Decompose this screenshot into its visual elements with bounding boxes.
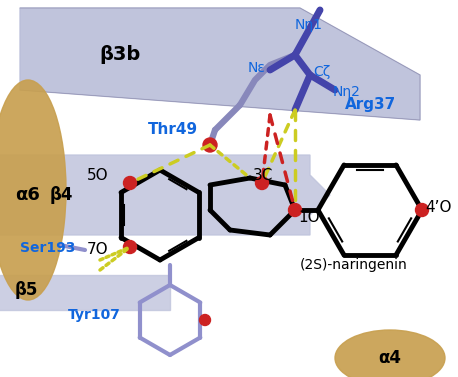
Text: β3b: β3b: [99, 46, 141, 64]
Text: Thr49: Thr49: [148, 123, 198, 138]
Circle shape: [289, 204, 301, 216]
Text: Nε: Nε: [248, 61, 266, 75]
Text: 5O: 5O: [87, 167, 108, 182]
Polygon shape: [0, 155, 330, 235]
Text: α6: α6: [16, 186, 40, 204]
Text: β4: β4: [50, 186, 73, 204]
Text: β5: β5: [15, 281, 38, 299]
Circle shape: [415, 204, 429, 216]
Text: (2S)-naringenin: (2S)-naringenin: [300, 258, 408, 272]
Circle shape: [200, 314, 211, 325]
Circle shape: [203, 138, 217, 152]
Text: 4’O: 4’O: [425, 201, 452, 216]
Ellipse shape: [335, 330, 445, 377]
Text: Nη1: Nη1: [295, 18, 323, 32]
Polygon shape: [20, 8, 420, 120]
Ellipse shape: [0, 80, 66, 300]
Text: 7O: 7O: [87, 242, 108, 257]
Circle shape: [124, 176, 136, 190]
Circle shape: [256, 176, 268, 190]
Text: Nη2: Nη2: [333, 85, 361, 99]
Text: Ser193: Ser193: [20, 241, 76, 255]
Text: Arg37: Arg37: [345, 98, 396, 112]
Text: α4: α4: [378, 349, 402, 367]
Text: Cζ: Cζ: [313, 65, 330, 79]
Text: 1O: 1O: [298, 210, 320, 225]
Circle shape: [124, 241, 136, 253]
Polygon shape: [0, 275, 170, 310]
Text: Tyr107: Tyr107: [68, 308, 121, 322]
Text: 3C: 3C: [253, 167, 273, 182]
